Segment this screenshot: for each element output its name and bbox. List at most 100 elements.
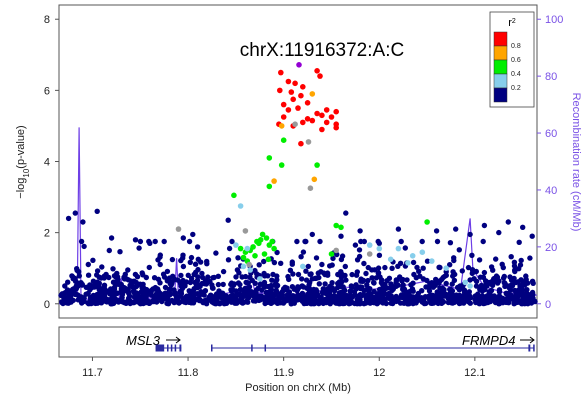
snp-point: [180, 235, 186, 241]
x-tick-label: 11.7: [82, 367, 103, 379]
snp-point: [235, 255, 241, 261]
snp-point: [422, 294, 429, 300]
snp-point: [388, 281, 394, 287]
snp-point: [370, 295, 376, 301]
snp-point: [389, 265, 395, 271]
snp-point: [277, 87, 283, 94]
gene-exon: [170, 344, 173, 352]
highlight-snp-layer: [175, 62, 473, 289]
snp-point: [348, 296, 354, 303]
y-tick-label: 2: [44, 228, 50, 240]
snp-point: [152, 238, 158, 245]
snp-point: [516, 239, 522, 245]
snp-point: [278, 123, 285, 129]
snp-point: [369, 275, 375, 281]
snp-point: [496, 287, 503, 293]
snp-point: [175, 226, 182, 232]
snp-point: [70, 274, 76, 280]
snp-point: [363, 294, 369, 301]
snp-point: [209, 294, 215, 301]
snp-point: [523, 287, 529, 293]
snp-point: [488, 287, 495, 294]
gene-exon: [211, 344, 213, 352]
snp-point: [101, 273, 108, 279]
chart-title: chrX:11916372:A:C: [240, 40, 404, 61]
snp-point: [480, 238, 486, 245]
y-tick-label: 0: [44, 299, 50, 311]
snp-point: [139, 270, 145, 276]
snp-point: [157, 261, 163, 268]
snp-point: [267, 288, 274, 294]
snp-point: [263, 235, 270, 241]
snp-point: [323, 107, 330, 113]
snp-point: [155, 276, 162, 282]
legend-label: 0.6: [511, 57, 521, 64]
snp-point: [143, 274, 149, 281]
gene-exon: [179, 344, 182, 352]
snp-point: [467, 283, 473, 289]
snp-point: [186, 238, 193, 245]
snp-point: [316, 300, 322, 307]
snp-point: [79, 282, 85, 288]
snp-point: [336, 279, 343, 285]
snp-point: [329, 262, 335, 268]
snp-point: [75, 282, 81, 288]
legend-title: r2: [508, 17, 516, 29]
snp-point: [335, 293, 342, 300]
snp-point: [453, 226, 459, 232]
snp-point: [127, 282, 133, 288]
left-y-axis-label: −log10(p-value): [15, 125, 31, 198]
snp-point: [269, 277, 275, 283]
snp-point: [257, 276, 263, 282]
snp-point: [294, 238, 300, 245]
snp-point: [295, 105, 301, 111]
snp-point: [309, 231, 315, 238]
snp-point: [410, 259, 417, 266]
snp-point: [300, 84, 306, 90]
snp-point: [262, 273, 268, 279]
snp-point: [496, 278, 502, 284]
snp-point: [246, 261, 252, 268]
snp-point: [298, 254, 304, 260]
snp-point: [125, 267, 131, 273]
snp-point: [210, 275, 216, 281]
snp-point: [382, 264, 388, 271]
snp-point: [406, 301, 412, 307]
snp-point: [314, 110, 320, 117]
snp-point: [366, 251, 373, 257]
snp-point: [314, 275, 320, 281]
snp-point: [289, 261, 295, 267]
snp-point: [447, 286, 454, 293]
y-right-tick-label: 20: [545, 242, 557, 254]
snp-point: [352, 292, 358, 298]
snp-point: [456, 247, 462, 253]
snp-point: [98, 299, 105, 305]
snp-point: [111, 291, 118, 297]
snp-point: [280, 114, 287, 120]
snp-point: [328, 251, 335, 257]
snp-point: [281, 299, 287, 305]
snp-point: [319, 261, 325, 268]
snp-point: [358, 278, 364, 284]
x-tick-label: 11.8: [178, 367, 199, 379]
snp-point: [117, 249, 123, 255]
snp-point: [303, 238, 309, 245]
snp-point: [220, 290, 226, 296]
snp-point: [505, 283, 511, 289]
snp-point: [266, 155, 273, 161]
snp-point: [488, 264, 495, 270]
snp-point: [356, 247, 363, 253]
legend-label: 0.8: [511, 43, 521, 50]
snp-point: [397, 260, 404, 266]
snp-point: [511, 263, 518, 269]
snp-point: [136, 245, 142, 251]
snp-point: [280, 137, 287, 143]
snp-point: [479, 293, 486, 299]
snp-point: [506, 292, 512, 298]
snp-point: [413, 275, 419, 281]
snp-point: [505, 219, 511, 225]
y-right-tick-label: 80: [545, 71, 557, 83]
snp-point: [366, 242, 373, 248]
snp-point: [481, 222, 488, 229]
